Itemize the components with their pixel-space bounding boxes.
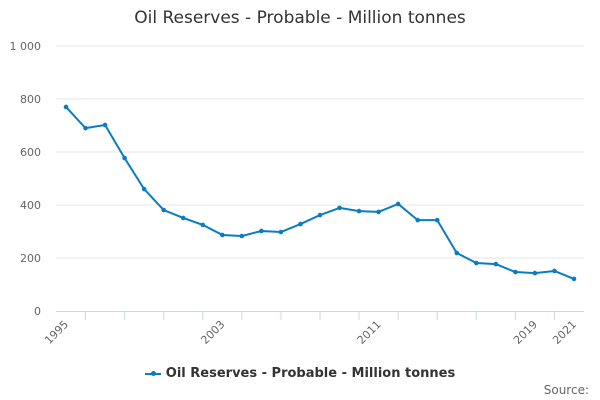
x-tick-label: 2019 [511,318,540,347]
data-point [141,186,147,192]
data-point [356,208,362,214]
y-tick-label: 200 [20,252,41,265]
data-point [434,217,440,223]
y-tick-label: 800 [20,93,41,106]
data-point [337,205,342,211]
series-line [65,106,575,280]
legend-label: Oil Reserves - Probable - Million tonnes [165,366,456,381]
data-point [122,155,127,161]
data-point [200,222,206,228]
data-point [513,269,518,275]
data-point [474,260,479,266]
legend[interactable]: Oil Reserves - Probable - Million tonnes [0,366,600,381]
data-point [493,261,499,267]
data-point [454,250,460,256]
data-point [571,276,577,282]
data-point [259,228,264,234]
data-point [278,229,284,235]
data-point [161,207,166,213]
data-point [180,215,186,221]
x-tick-label: 2003 [198,318,227,347]
data-point [298,221,303,227]
y-tick-label: 600 [20,146,41,159]
y-tick-label: 400 [20,199,41,212]
x-tick-label: 2011 [355,318,384,347]
data-point [220,232,225,238]
data-point [552,268,557,274]
source-label: Source: [543,383,589,397]
chart-title: Oil Reserves - Probable - Million tonnes [134,8,466,28]
data-point [63,104,69,110]
x-tick-label: 1995 [42,318,71,347]
data-point [239,233,245,239]
data-point [83,125,88,131]
x-tick-label: 2021 [550,318,579,347]
data-point [102,122,108,128]
data-point [317,212,323,218]
data-point [395,201,401,207]
y-tick-label: 0 [34,305,41,318]
data-point [376,209,381,215]
legend-line-marker-icon [144,370,161,376]
data-point [415,217,420,223]
data-point [532,270,538,276]
y-tick-label: 1 000 [10,40,42,53]
